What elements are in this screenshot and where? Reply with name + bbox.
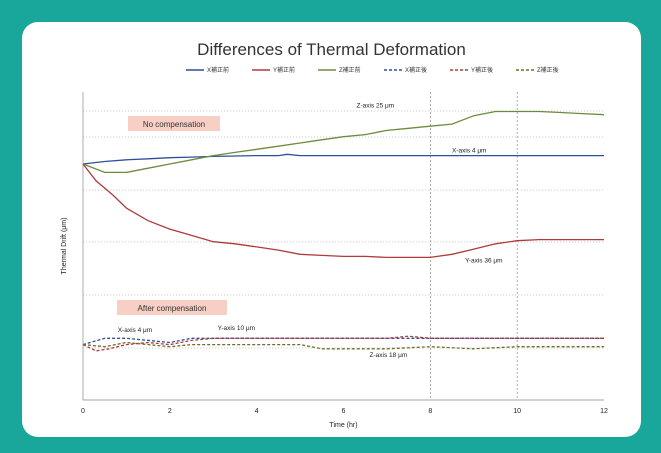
series-annotation: Y-axis 36 μm	[465, 258, 502, 265]
series-annotation: X-axis 4 μm	[118, 327, 152, 334]
x-tick-label: 2	[168, 408, 172, 415]
x-tick-label: 8	[428, 408, 432, 415]
legend-label: Y補正後	[471, 66, 493, 74]
series-line	[82, 163, 604, 259]
series-annotation: Z-axis 25 μm	[357, 102, 395, 109]
y-axis-label: Thermal Drift (μm)	[61, 218, 68, 275]
legend-label: Z補正前	[339, 66, 361, 74]
series-line	[82, 341, 604, 350]
series-line	[82, 335, 604, 352]
series-line	[82, 153, 604, 165]
series-annotation: Z-axis 18 μm	[370, 352, 408, 359]
no-compensation-callout-label: No compensation	[143, 120, 205, 129]
x-tick-label: 12	[600, 408, 608, 415]
after-compensation-callout-label: After compensation	[138, 304, 207, 313]
legend-label: Y補正前	[273, 66, 295, 74]
legend-label: X補正前	[207, 66, 229, 74]
legend-label: Z補正後	[537, 66, 559, 74]
series-line	[82, 337, 604, 346]
x-axis-label: Time (hr)	[329, 422, 357, 429]
series-annotation: X-axis 4 μm	[452, 147, 486, 154]
chart-title: Differences of Thermal Deformation	[197, 40, 466, 59]
x-tick-label: 0	[81, 408, 85, 415]
legend-label: X補正後	[405, 66, 427, 74]
x-tick-label: 4	[255, 408, 259, 415]
chart-card: Differences of Thermal Deformation	[22, 22, 641, 437]
series-annotation: Y-axis 10 μm	[218, 325, 255, 332]
after-compensation-callout-box	[117, 300, 227, 315]
x-tick-label: 6	[342, 408, 346, 415]
no-compensation-callout-box	[128, 116, 220, 131]
series-line	[82, 110, 605, 174]
x-tick-label: 10	[513, 408, 521, 415]
